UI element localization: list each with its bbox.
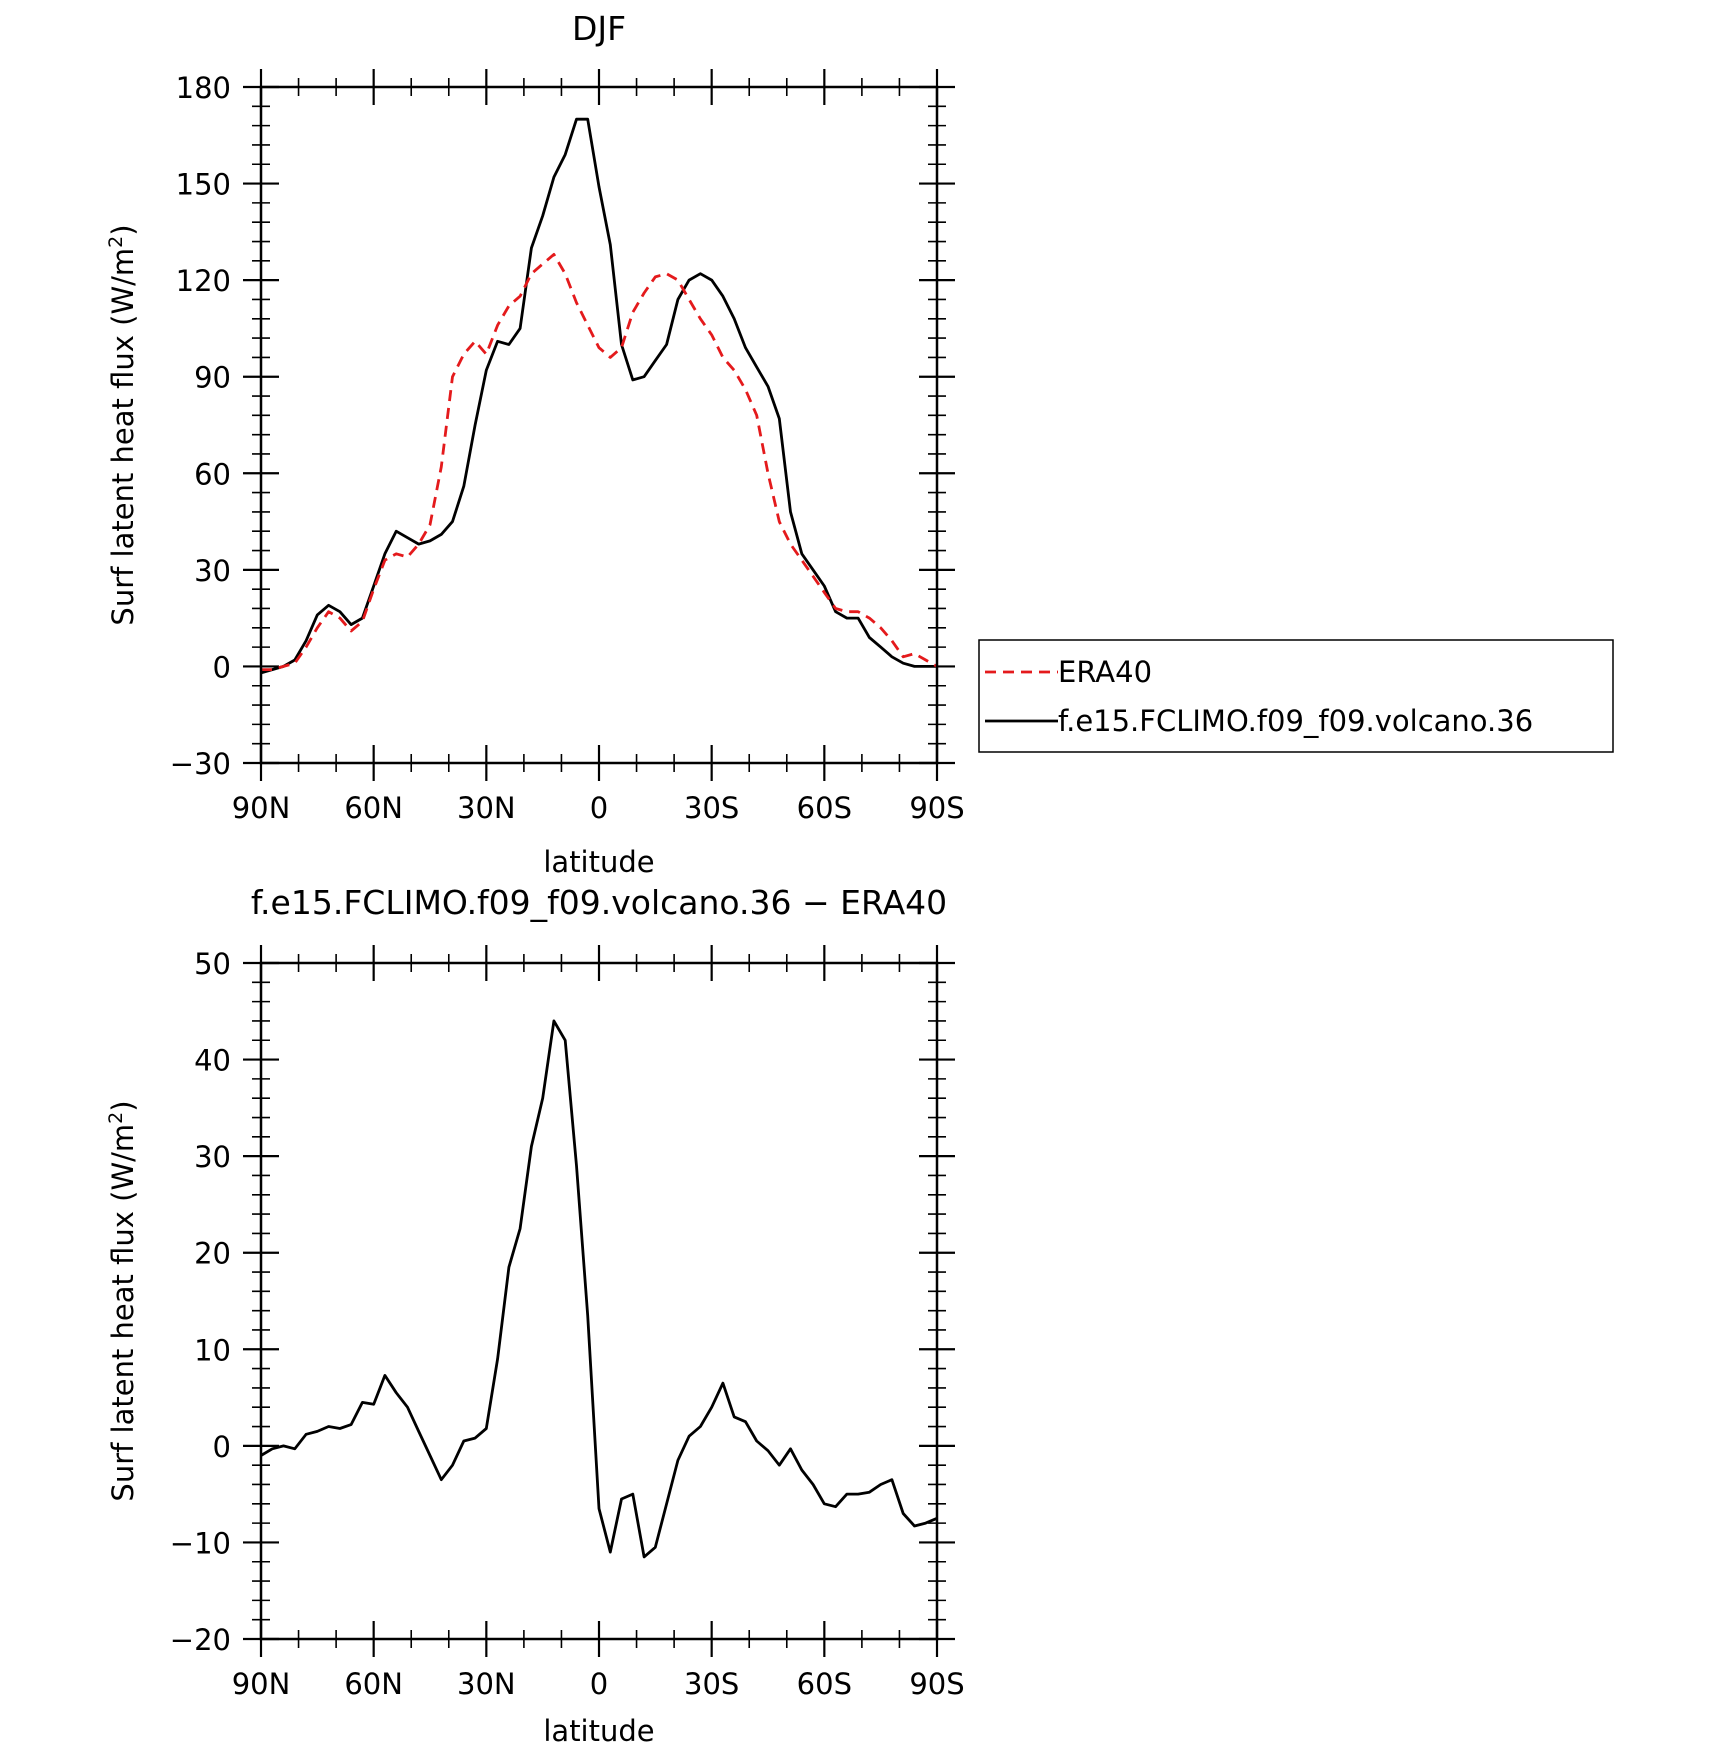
y-tick-label: 120 [176, 264, 231, 298]
panel-diff: f.e15.FCLIMO.f09_f09.volcano.36 − ERA40 … [105, 883, 965, 1745]
panel-diff-series-line-0 [260, 1019, 938, 1559]
x-tick-label: 60S [797, 1667, 852, 1701]
y-tick-label: −30 [170, 747, 231, 781]
panel-diff-y-axis-label: Surf latent heat flux (W/m2) [105, 1100, 140, 1501]
panel-diff-x-axis-label: latitude [543, 1714, 654, 1745]
x-tick-label: 0 [590, 791, 608, 825]
panel-djf: DJF −30 0 30 60 90 120 150 180 90N 60N 30N 0 30S 60S… [105, 9, 1614, 879]
y-tick-label: 20 [194, 1237, 231, 1271]
x-tick-label: 30N [457, 1667, 516, 1701]
panel-djf-lines [260, 117, 938, 675]
y-tick-label: 0 [213, 1430, 231, 1464]
y-tick-label: 40 [194, 1044, 231, 1078]
y-tick-label: 90 [194, 361, 231, 395]
panel-diff-lines [260, 1019, 938, 1559]
panel-djf-plot-frame [259, 85, 939, 765]
legend-era40-label: ERA40 [1058, 655, 1152, 689]
x-tick-label: 90S [909, 1667, 964, 1701]
panel-diff-ytick-labels: −20 −10 0 10 20 30 40 50 [170, 947, 231, 1657]
panel-djf-y-axis-label-sup: 2 [105, 236, 127, 248]
legend-model-label: f.e15.FCLIMO.f09_f09.volcano.36 [1058, 704, 1533, 738]
y-tick-label: 10 [194, 1333, 231, 1367]
x-tick-label: 30N [457, 791, 516, 825]
panel-djf-series-line-1 [260, 117, 937, 675]
panel-djf-series-line-0 [261, 252, 938, 671]
legend: ERA40 f.e15.FCLIMO.f09_f09.volcano.36 [978, 639, 1614, 753]
panel-djf-title: DJF [572, 9, 626, 48]
panel-djf-ytick-labels: −30 0 30 60 90 120 150 180 [170, 71, 231, 781]
x-tick-label: 30S [684, 1667, 739, 1701]
x-tick-label: 60N [344, 791, 403, 825]
panel-diff-y-axis-label-tail: ) [106, 1100, 140, 1111]
legend-box [978, 639, 1614, 753]
y-tick-label: −20 [170, 1623, 231, 1657]
y-tick-label: 0 [213, 650, 231, 684]
x-tick-label: 60N [344, 1667, 403, 1701]
panel-djf-y-axis-label-main: Surf latent heat flux (W/m [106, 248, 140, 626]
panel-diff-title: f.e15.FCLIMO.f09_f09.volcano.36 − ERA40 [251, 883, 947, 922]
x-tick-label: 90N [232, 791, 291, 825]
x-tick-label: 60S [797, 791, 852, 825]
panel-djf-x-axis-label: latitude [543, 845, 654, 879]
panel-diff-xtick-labels: 90N 60N 30N 0 30S 60S 90S [232, 1667, 965, 1701]
x-tick-label: 0 [590, 1667, 608, 1701]
panel-djf-y-axis-label: Surf latent heat flux (W/m2) [105, 224, 140, 625]
panel-diff-plot-frame [259, 961, 939, 1641]
y-tick-label: 30 [194, 554, 231, 588]
panel-diff-y-axis-label-main: Surf latent heat flux (W/m [106, 1124, 140, 1502]
x-tick-label: 30S [684, 791, 739, 825]
x-tick-label: 90N [232, 1667, 291, 1701]
x-tick-label: 90S [909, 791, 964, 825]
panel-djf-y-axis-label-tail: ) [106, 224, 140, 235]
y-tick-label: −10 [170, 1526, 231, 1560]
y-tick-label: 50 [194, 947, 231, 981]
panel-djf-xtick-labels: 90N 60N 30N 0 30S 60S 90S [232, 791, 965, 825]
y-tick-label: 180 [176, 71, 231, 105]
y-tick-label: 30 [194, 1140, 231, 1174]
panel-diff-y-axis-label-sup: 2 [105, 1112, 127, 1124]
y-tick-label: 60 [194, 457, 231, 491]
y-tick-label: 150 [176, 168, 231, 202]
